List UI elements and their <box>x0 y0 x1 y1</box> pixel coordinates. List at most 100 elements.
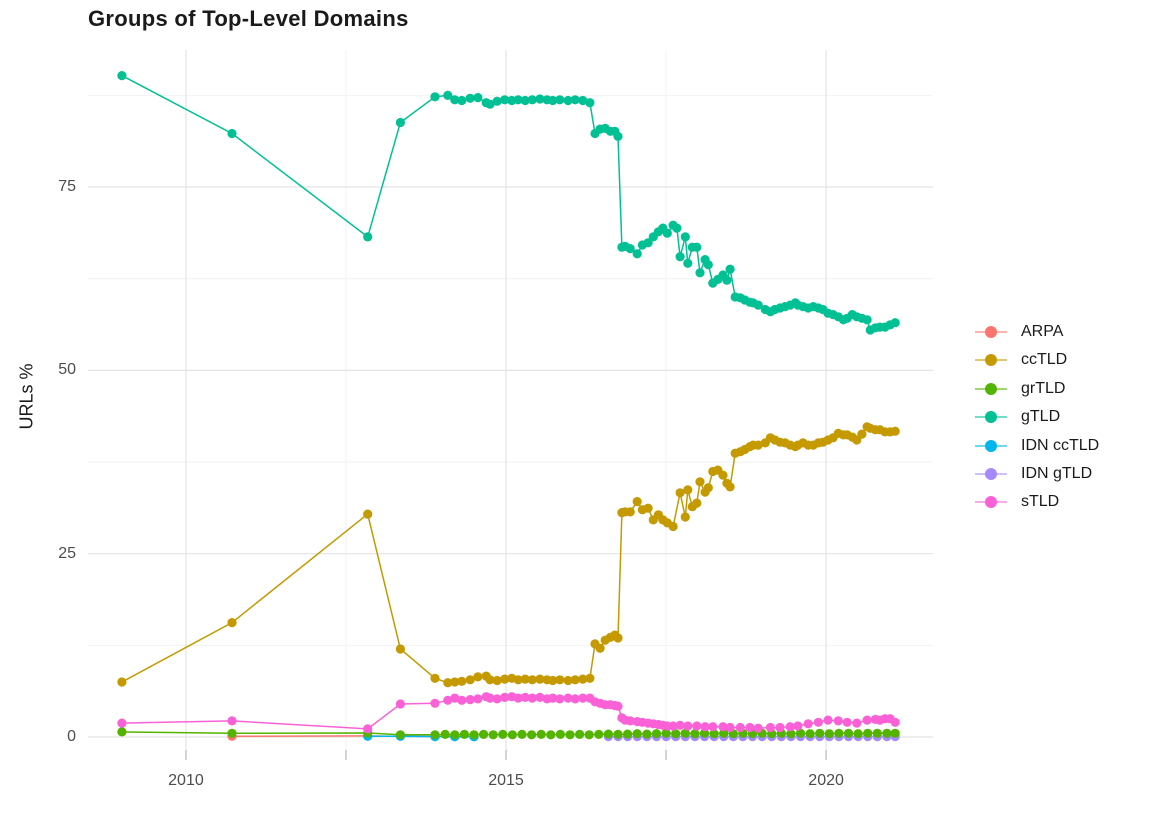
data-point-stld <box>613 701 623 711</box>
data-point-gtld <box>570 95 580 105</box>
data-point-grtld <box>117 727 127 737</box>
data-point-grtld <box>227 728 237 738</box>
data-point-stld <box>578 693 588 703</box>
data-point-gtld <box>548 95 558 106</box>
data-point-cctld <box>363 509 373 519</box>
data-point-gtld <box>363 232 373 242</box>
data-point-stld <box>775 722 785 733</box>
data-point-cctld <box>555 675 565 685</box>
data-point-cctld <box>465 675 475 685</box>
data-point-cctld <box>683 485 693 495</box>
data-point-gtld <box>703 260 713 270</box>
data-point-stld <box>450 693 460 703</box>
data-point-grtld <box>863 728 873 738</box>
x-tick-label-2015: 2015 <box>488 772 524 789</box>
data-point-gtld <box>662 228 672 238</box>
data-point-grtld <box>450 730 460 740</box>
data-point-cctld <box>450 677 460 687</box>
data-point-grtld <box>546 730 556 740</box>
data-point-grtld <box>479 729 489 740</box>
data-point-grtld <box>632 729 642 739</box>
data-point-cctld <box>753 440 763 450</box>
data-point-grtld <box>527 730 537 740</box>
legend-dot-swatch <box>985 439 997 452</box>
data-point-stld <box>765 722 776 733</box>
data-point-gtld <box>725 264 735 274</box>
data-point-stld <box>513 693 523 703</box>
data-point-gtld <box>513 95 523 105</box>
data-point-gtld <box>692 242 702 252</box>
data-point-grtld <box>786 729 796 739</box>
data-point-cctld <box>613 633 623 643</box>
data-point-stld <box>570 694 580 704</box>
data-point-grtld <box>795 728 806 738</box>
series-line-gtld <box>121 74 896 332</box>
data-point-stld <box>683 721 693 731</box>
data-point-gtld <box>492 96 502 106</box>
legend-dot-swatch <box>985 468 997 480</box>
data-point-stld <box>745 722 755 733</box>
data-point-gtld <box>722 275 732 285</box>
data-point-gtld <box>535 94 545 104</box>
data-point-stld <box>842 717 852 727</box>
data-point-stld <box>813 717 824 727</box>
data-point-grtld <box>680 728 690 738</box>
data-point-gtld <box>227 128 237 139</box>
legend-label: IDN gTLD <box>1021 465 1093 482</box>
data-point-stld <box>548 693 558 703</box>
data-point-stld <box>753 723 763 733</box>
data-point-gtld <box>443 90 453 100</box>
data-point-cctld <box>595 643 605 653</box>
data-point-gtld <box>890 318 900 328</box>
x-tick-label-2020: 2020 <box>808 772 844 789</box>
data-point-grtld <box>882 728 892 738</box>
data-point-stld <box>852 718 862 728</box>
legend-key-icon <box>975 351 1007 369</box>
y-tick-label-50: 50 <box>58 361 76 379</box>
data-point-cctld <box>680 512 690 522</box>
data-point-stld <box>117 718 127 728</box>
data-point-stld <box>718 722 728 732</box>
data-point-gtld <box>457 95 467 106</box>
legend-label: gTLD <box>1021 408 1061 426</box>
data-point-stld <box>430 698 440 708</box>
data-point-stld <box>555 694 565 704</box>
y-tick-label-0: 0 <box>67 728 76 745</box>
data-point-stld <box>500 692 510 703</box>
data-point-stld <box>465 695 475 705</box>
data-point-grtld <box>469 730 479 740</box>
data-point-stld <box>692 721 702 731</box>
data-point-grtld <box>824 729 834 739</box>
legend-label: ccTLD <box>1021 351 1068 369</box>
data-point-grtld <box>555 729 566 740</box>
data-point-gtld <box>625 244 635 254</box>
legend-label: grTLD <box>1021 379 1066 397</box>
data-point-cctld <box>695 477 705 487</box>
data-point-grtld <box>651 729 662 739</box>
data-point-gtld <box>485 99 495 109</box>
y-tick-label-25: 25 <box>58 544 76 562</box>
data-point-grtld <box>853 729 863 739</box>
data-point-stld <box>700 722 710 732</box>
data-point-gtld <box>527 95 537 105</box>
series-line-cctld <box>121 425 896 684</box>
data-point-cctld <box>485 675 495 685</box>
data-point-cctld <box>535 674 545 684</box>
data-point-cctld <box>668 521 678 532</box>
data-point-cctld <box>857 429 867 439</box>
data-point-stld <box>793 721 803 731</box>
data-point-cctld <box>443 678 453 688</box>
data-point-stld <box>823 715 833 725</box>
data-point-cctld <box>395 644 405 654</box>
data-point-gtld <box>675 252 685 262</box>
data-point-stld <box>457 695 467 705</box>
data-point-gtld <box>753 300 763 310</box>
data-point-gtld <box>500 95 510 105</box>
legend-label: IDN ccTLD <box>1021 436 1100 454</box>
data-point-cctld <box>692 498 702 508</box>
data-point-grtld <box>613 729 623 740</box>
data-point-gtld <box>672 223 682 233</box>
legend-item-stld: sTLD <box>975 490 1059 514</box>
data-point-gtld <box>632 249 642 259</box>
